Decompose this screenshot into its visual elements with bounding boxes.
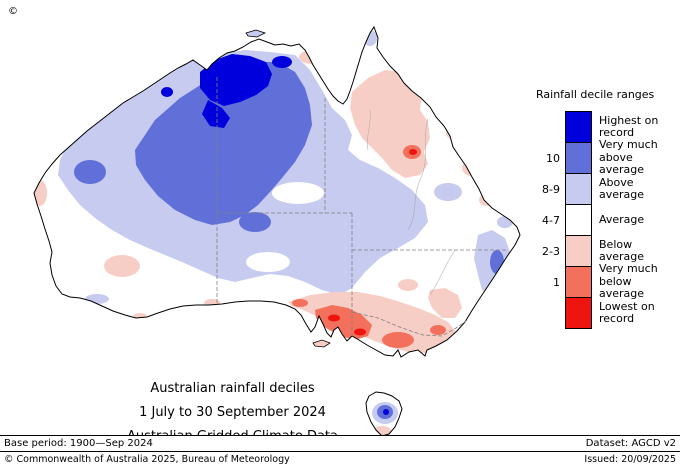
region-blob xyxy=(161,87,173,97)
legend-label: Lowest on record xyxy=(599,299,655,325)
region-blob xyxy=(239,212,271,232)
issued-text: Issued: 20/09/2025 xyxy=(584,454,676,465)
mainland-coastline xyxy=(33,25,521,358)
regions-average-holes xyxy=(246,182,324,272)
legend-swatch-above xyxy=(565,173,592,205)
region-blob xyxy=(497,216,513,228)
legend-label: Highest on record xyxy=(599,113,659,139)
legend-swatch-below xyxy=(565,235,592,267)
legend-label: Very much above average xyxy=(599,138,658,177)
region-blob xyxy=(398,279,418,291)
footer-row-dataset: Base period: 1900—Sep 2024 Dataset: AGCD… xyxy=(0,435,680,451)
region-blob xyxy=(328,314,340,322)
footer-row-copyright: © Commonwealth of Australia 2025, Bureau… xyxy=(0,451,680,468)
base-period-text: Base period: 1900—Sep 2024 xyxy=(4,438,153,449)
legend-range: 4-7 xyxy=(542,213,560,227)
legend-row-very-much-above: 10 Very much above average xyxy=(534,138,680,177)
region-blob xyxy=(409,149,417,155)
region-blob xyxy=(354,328,366,336)
kangaroo-island xyxy=(312,339,331,348)
river-line xyxy=(407,117,429,231)
region-blob xyxy=(428,288,462,318)
region-blob xyxy=(434,183,462,201)
map-title-line2: 1 July to 30 September 2024 xyxy=(139,405,326,420)
region-blob xyxy=(202,100,230,128)
legend-range: 8-9 xyxy=(542,182,560,196)
region-blob-tasmania xyxy=(383,409,389,415)
legend-swatch-very-much-above xyxy=(565,142,592,174)
map-title-line1: Australian rainfall deciles xyxy=(150,381,315,396)
region-blob xyxy=(462,160,482,176)
dataset-text: Dataset: AGCD v2 xyxy=(585,438,676,449)
region-blob xyxy=(74,160,106,184)
legend-swatch-lowest xyxy=(565,297,592,329)
copyright-text: © Commonwealth of Australia 2025, Bureau… xyxy=(4,454,290,465)
region-blob xyxy=(85,294,109,304)
region-blob xyxy=(272,56,292,68)
river-line xyxy=(367,109,371,151)
regions-highest-on-record xyxy=(161,54,506,415)
legend-label: Average xyxy=(599,212,645,226)
legend-swatch-average xyxy=(565,204,592,236)
border-nsw-vic xyxy=(351,311,467,337)
region-blob xyxy=(272,182,324,204)
region-blob xyxy=(104,255,140,277)
legend-range xyxy=(534,111,565,143)
legend-title: Rainfall decile ranges xyxy=(536,88,655,101)
river-line xyxy=(429,249,456,296)
legend-label: Below average xyxy=(599,237,645,263)
region-blob xyxy=(292,299,308,307)
legend-swatch-highest xyxy=(565,111,592,143)
regions-lowest-on-record xyxy=(328,149,417,336)
legend-label: Above average xyxy=(599,175,645,201)
legend-swatch-very-much-below xyxy=(565,266,592,298)
coastlines xyxy=(33,25,521,437)
region-blob xyxy=(490,250,504,274)
legend-row-above: 8-9 Above average xyxy=(534,173,680,205)
region-blob xyxy=(204,299,220,307)
region-blob xyxy=(200,54,272,106)
legend-range: 10 xyxy=(546,151,560,165)
regions-very-much-above-average xyxy=(74,62,504,419)
melville-island xyxy=(245,29,267,38)
legend-row-lowest: Lowest on record xyxy=(534,297,680,329)
legend-label: Very much below average xyxy=(599,262,658,301)
region-blob xyxy=(479,194,495,206)
copyright-symbol: © xyxy=(8,6,18,17)
state-borders xyxy=(216,77,508,337)
footer: Base period: 1900—Sep 2024 Dataset: AGCD… xyxy=(0,435,680,468)
region-blob xyxy=(246,252,290,272)
legend-range: 1 xyxy=(553,275,560,289)
legend: Rainfall decile ranges Highest on record… xyxy=(534,88,680,329)
region-blob xyxy=(34,180,47,206)
region-blob xyxy=(382,332,414,348)
region-blob xyxy=(430,325,446,335)
legend-row-below: 2-3 Below average xyxy=(534,235,680,267)
region-blob xyxy=(135,62,312,225)
legend-range: 2-3 xyxy=(542,244,560,258)
legend-row-average: 4-7 Average xyxy=(534,204,680,236)
rivers xyxy=(367,109,456,296)
tasmania-coastline xyxy=(365,391,403,437)
legend-range xyxy=(534,297,565,329)
legend-row-very-much-below: 1 Very much below average xyxy=(534,262,680,301)
